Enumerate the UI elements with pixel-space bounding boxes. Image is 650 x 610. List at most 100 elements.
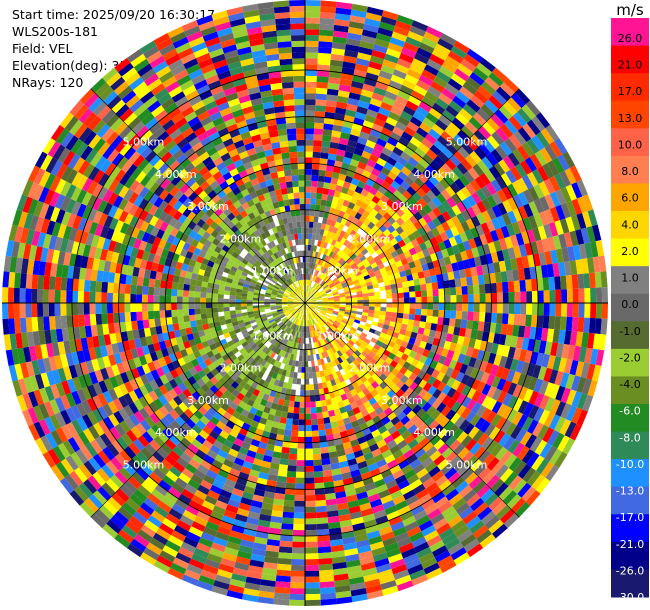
velocity-gate [229, 291, 236, 296]
velocity-gate [289, 447, 298, 455]
velocity-gate [246, 398, 255, 407]
velocity-gate [305, 471, 315, 478]
velocity-gate [428, 486, 442, 499]
velocity-gate [160, 443, 173, 455]
velocity-gate [436, 224, 446, 235]
velocity-gate [290, 329, 295, 336]
velocity-gate [193, 410, 204, 420]
velocity-gate [333, 567, 348, 576]
velocity-gate [358, 353, 366, 361]
velocity-gate [383, 280, 391, 286]
velocity-gate [194, 303, 201, 309]
velocity-gate [270, 322, 277, 327]
velocity-gate [411, 326, 419, 334]
velocity-gate [279, 288, 285, 293]
velocity-gate [276, 306, 283, 310]
velocity-gate [311, 366, 316, 373]
velocity-gate [217, 293, 224, 299]
velocity-gate [389, 444, 401, 455]
velocity-gate [34, 344, 43, 360]
velocity-gate [410, 504, 425, 516]
velocity-gate [257, 404, 266, 412]
velocity-gate [316, 412, 324, 419]
velocity-gate [328, 257, 334, 264]
velocity-gate [249, 282, 256, 287]
velocity-gate [241, 395, 250, 404]
velocity-gate [424, 239, 433, 249]
velocity-gate [485, 182, 497, 196]
velocity-gate [90, 513, 107, 529]
velocity-gate [391, 31, 408, 42]
velocity-gate [102, 323, 110, 335]
velocity-gate [496, 378, 507, 391]
velocity-gate [441, 348, 450, 358]
velocity-gate [203, 252, 212, 261]
velocity-gate [333, 118, 344, 127]
velocity-gate [360, 89, 374, 98]
velocity-gate [302, 349, 305, 356]
velocity-gate [348, 183, 358, 192]
velocity-gate [429, 144, 442, 156]
velocity-gate [249, 505, 262, 514]
velocity-gate [312, 436, 320, 443]
velocity-gate [391, 221, 401, 230]
velocity-gate [248, 285, 256, 290]
velocity-gate [316, 298, 323, 301]
velocity-gate [533, 198, 545, 214]
velocity-gate [539, 442, 553, 459]
velocity-gate [286, 382, 293, 390]
velocity-gate [171, 296, 177, 303]
velocity-gate [338, 257, 344, 264]
velocity-gate [390, 316, 398, 323]
velocity-gate [305, 454, 314, 461]
velocity-gate [276, 309, 283, 312]
velocity-gate [257, 357, 264, 365]
velocity-gate [493, 429, 506, 444]
velocity-gate [332, 339, 338, 346]
velocity-gate [367, 134, 379, 144]
velocity-gate [356, 293, 363, 298]
velocity-gate [319, 289, 325, 294]
velocity-gate [74, 486, 89, 502]
velocity-gate [533, 213, 544, 228]
velocity-gate [115, 332, 123, 343]
velocity-gate [99, 345, 108, 358]
velocity-gate [307, 349, 311, 356]
velocity-gate [356, 106, 368, 115]
velocity-gate [88, 425, 100, 440]
velocity-gate [94, 346, 103, 359]
velocity-gate [479, 293, 486, 303]
velocity-gate [244, 321, 251, 326]
velocity-gate [252, 300, 259, 303]
velocity-gate [292, 317, 297, 324]
velocity-gate [90, 269, 98, 282]
velocity-gate [207, 406, 217, 417]
velocity-gate [533, 407, 545, 422]
velocity-gate [389, 151, 401, 162]
velocity-gate [286, 340, 291, 347]
velocity-gate [562, 151, 575, 169]
velocity-gate [316, 316, 321, 322]
velocity-gate [363, 519, 377, 529]
velocity-gate [476, 529, 492, 544]
velocity-gate [541, 328, 549, 342]
velocity-gate [329, 326, 336, 332]
velocity-gate [306, 332, 309, 338]
velocity-gate [435, 496, 449, 509]
velocity-gate [276, 361, 282, 369]
velocity-gate [275, 300, 282, 302]
velocity-gate [315, 353, 321, 360]
velocity-gate [282, 298, 288, 301]
velocity-gate [357, 497, 370, 506]
velocity-gate [253, 289, 260, 294]
velocity-gate [327, 294, 334, 297]
velocity-gate [318, 558, 333, 565]
velocity-gate [438, 114, 452, 127]
velocity-gate [376, 199, 386, 208]
velocity-gate [319, 311, 326, 316]
velocity-gate [572, 288, 579, 303]
velocity-gate [291, 310, 297, 315]
velocity-gate [375, 515, 389, 525]
velocity-gate [164, 339, 172, 348]
velocity-gate [94, 247, 103, 260]
